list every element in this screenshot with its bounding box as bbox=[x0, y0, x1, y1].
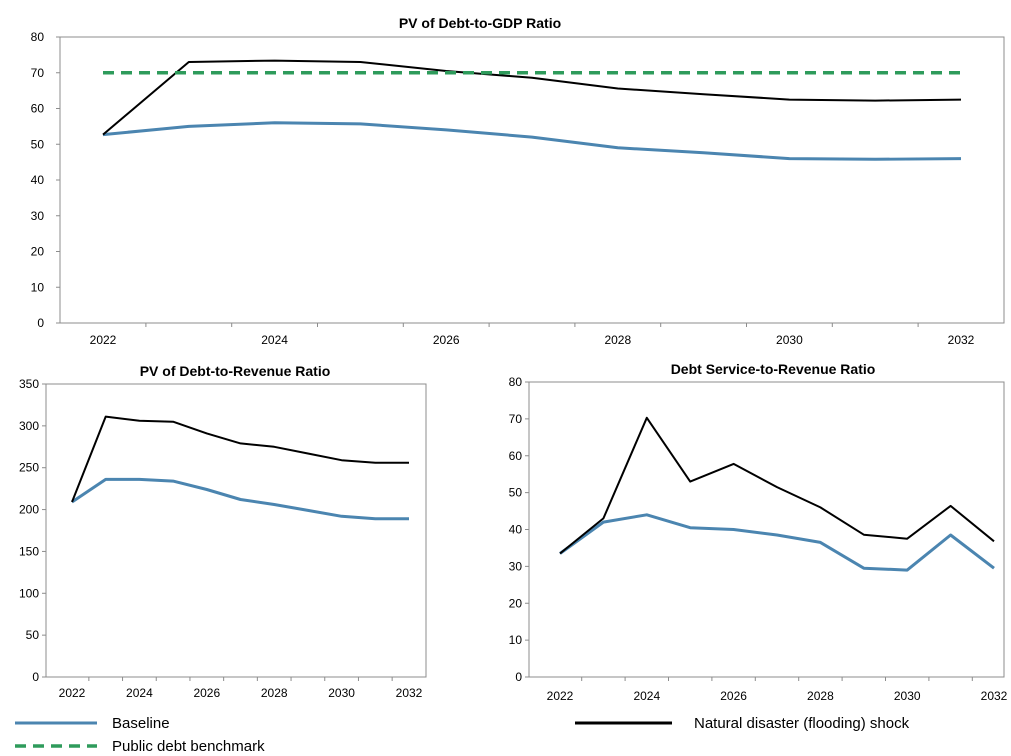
chart-title: PV of Debt-to-GDP Ratio bbox=[399, 15, 561, 31]
x-tick-label: 2024 bbox=[126, 686, 153, 700]
y-tick-label: 300 bbox=[19, 419, 39, 433]
legend-label-baseline: Baseline bbox=[112, 715, 170, 732]
plot-frame bbox=[528, 381, 1005, 678]
x-axis: 2022 2024 2026 2028 2030 2032 bbox=[547, 677, 1008, 703]
x-tick-label: 2022 bbox=[90, 333, 117, 347]
plot-frame bbox=[59, 36, 1005, 324]
y-axis: 0 10 20 30 40 50 60 70 80 bbox=[509, 375, 529, 684]
y-tick-label: 250 bbox=[19, 461, 39, 475]
y-tick-label: 350 bbox=[19, 377, 39, 391]
chart-debt-to-revenue: PV of Debt-to-Revenue Ratio 0 50 100 150 200… bbox=[19, 363, 427, 700]
y-tick-label: 30 bbox=[509, 559, 523, 573]
x-tick-label: 2026 bbox=[720, 689, 747, 703]
series-layer bbox=[71, 415, 409, 521]
y-tick-label: 70 bbox=[509, 412, 523, 426]
y-tick-label: 150 bbox=[19, 544, 39, 558]
y-tick-label: 50 bbox=[31, 137, 45, 151]
chart-debt-service-to-revenue: Debt Service-to-Revenue Ratio 0102030405… bbox=[509, 361, 1008, 703]
x-tick-label: 2032 bbox=[981, 689, 1008, 703]
chart-debt-to-gdp: PV of Debt-to-GDP Ratio 0102030405060708… bbox=[31, 15, 1005, 347]
y-tick-label: 60 bbox=[31, 102, 45, 116]
x-tick-label: 2024 bbox=[261, 333, 288, 347]
y-tick-label: 70 bbox=[31, 66, 45, 80]
chart-title: Debt Service-to-Revenue Ratio bbox=[671, 361, 876, 377]
series-line-baseline bbox=[71, 477, 409, 521]
y-tick-label: 10 bbox=[31, 280, 45, 294]
x-tick-label: 2022 bbox=[59, 686, 86, 700]
x-tick-label: 2026 bbox=[433, 333, 460, 347]
x-tick-label: 2028 bbox=[807, 689, 834, 703]
chart-title: PV of Debt-to-Revenue Ratio bbox=[140, 363, 331, 379]
series-layer bbox=[102, 59, 962, 161]
y-tick-label: 50 bbox=[26, 628, 40, 642]
x-tick-label: 2032 bbox=[948, 333, 975, 347]
legend: Baseline Natural disaster (flooding) sho… bbox=[15, 715, 910, 755]
x-axis: 2022 2024 2026 2028 2030 2032 bbox=[90, 323, 975, 347]
x-tick-label: 2026 bbox=[193, 686, 220, 700]
x-tick-label: 2028 bbox=[261, 686, 288, 700]
y-tick-label: 20 bbox=[509, 596, 523, 610]
legend-label-shock: Natural disaster (flooding) shock bbox=[694, 715, 910, 732]
x-tick-label: 2022 bbox=[547, 689, 574, 703]
y-axis: 0 10 20 30 40 50 60 70 80 bbox=[31, 30, 60, 330]
y-tick-label: 40 bbox=[31, 173, 45, 187]
y-tick-label: 10 bbox=[509, 633, 523, 647]
x-tick-label: 2030 bbox=[328, 686, 355, 700]
series-line-shock bbox=[102, 59, 962, 136]
y-tick-label: 20 bbox=[31, 245, 45, 259]
x-axis: 2022 2024 2026 2028 2030 2032 bbox=[59, 677, 423, 700]
series-line-shock bbox=[71, 415, 409, 503]
y-tick-label: 200 bbox=[19, 503, 39, 517]
series-line-baseline bbox=[102, 121, 962, 161]
plot-frame bbox=[45, 383, 427, 678]
x-tick-label: 2028 bbox=[604, 333, 631, 347]
x-tick-label: 2032 bbox=[396, 686, 423, 700]
x-tick-label: 2024 bbox=[633, 689, 660, 703]
y-tick-label: 80 bbox=[509, 375, 523, 389]
y-tick-label: 50 bbox=[509, 486, 523, 500]
x-tick-label: 2030 bbox=[894, 689, 921, 703]
series-line-shock bbox=[559, 416, 995, 555]
y-tick-label: 30 bbox=[31, 209, 45, 223]
y-tick-label: 100 bbox=[19, 586, 39, 600]
legend-label-benchmark: Public debt benchmark bbox=[112, 738, 265, 755]
y-tick-label: 60 bbox=[509, 449, 523, 463]
series-layer bbox=[559, 416, 995, 572]
y-tick-label: 0 bbox=[515, 670, 522, 684]
y-tick-label: 40 bbox=[509, 523, 523, 537]
x-tick-label: 2030 bbox=[776, 333, 803, 347]
series-line-baseline bbox=[559, 513, 995, 572]
y-tick-label: 80 bbox=[31, 30, 45, 44]
y-axis: 0 50 100 150 200 250 300 350 bbox=[19, 377, 46, 684]
y-tick-label: 0 bbox=[32, 670, 39, 684]
y-tick-label: 0 bbox=[37, 316, 44, 330]
